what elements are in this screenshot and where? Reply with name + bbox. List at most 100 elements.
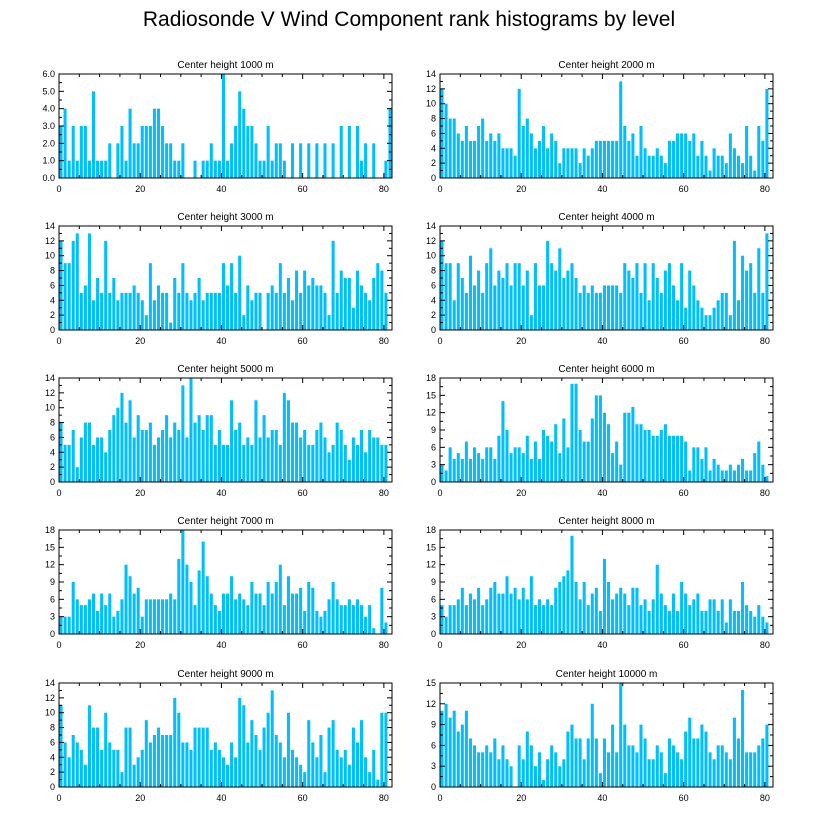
bar (274, 582, 278, 634)
bar (290, 593, 295, 634)
bar (124, 292, 128, 330)
bar (761, 464, 765, 482)
y-tick-label: 0 (50, 325, 55, 335)
bar (468, 255, 472, 330)
bar (680, 759, 684, 787)
bar (582, 759, 586, 787)
bar (104, 240, 108, 330)
y-tick-label: 10 (426, 99, 436, 109)
bar (468, 593, 472, 634)
bar (339, 757, 343, 787)
bar (651, 435, 655, 482)
bar (75, 467, 79, 482)
bar (684, 593, 688, 634)
bar (128, 400, 132, 482)
y-tick-label: 3 (431, 460, 436, 470)
bar (234, 430, 238, 482)
bar (290, 300, 295, 330)
bar (655, 435, 659, 482)
bar (745, 470, 749, 482)
bar (234, 126, 238, 178)
bar (485, 745, 489, 787)
bar (696, 738, 700, 787)
bar (120, 126, 124, 178)
bar (315, 430, 319, 482)
bar (335, 749, 339, 787)
bar (290, 422, 295, 482)
bar (631, 406, 635, 482)
bar (501, 745, 505, 787)
x-tick-label: 20 (516, 184, 526, 194)
bar (655, 278, 659, 330)
bar (724, 470, 728, 482)
bar (299, 143, 303, 178)
bar (460, 587, 464, 634)
x-tick-label: 60 (298, 336, 308, 346)
bar (230, 742, 234, 787)
bar (736, 738, 741, 787)
bar (594, 140, 598, 178)
bar (286, 400, 290, 482)
bar (67, 263, 71, 330)
bar (651, 599, 655, 634)
bar (201, 727, 205, 787)
bar (165, 735, 169, 787)
bar (169, 322, 173, 330)
bar (696, 593, 700, 634)
bar (87, 599, 91, 634)
bar (136, 292, 140, 330)
bar (132, 437, 136, 482)
bar (108, 292, 112, 330)
bar (720, 292, 724, 330)
histogram-panel-7: Center height 7000 m 0 3 6 9 12 15 18 0 20 40 60 80 (45, 516, 393, 650)
bar (132, 285, 136, 330)
bar (380, 712, 384, 787)
bar (741, 582, 745, 634)
bar (513, 155, 517, 178)
bar (558, 248, 562, 330)
bar (521, 453, 525, 482)
bar (546, 599, 550, 634)
bar (529, 576, 533, 634)
bar (448, 447, 452, 482)
bar (372, 437, 376, 482)
x-tick-label: 40 (216, 336, 226, 346)
bar (627, 745, 631, 787)
bar (278, 444, 282, 482)
bar (331, 143, 335, 178)
bar (177, 430, 181, 482)
bar (140, 126, 144, 178)
bar (501, 593, 505, 634)
bar (533, 766, 537, 787)
bar (152, 735, 156, 787)
bar (311, 742, 315, 787)
bar (542, 780, 546, 787)
bar (485, 447, 489, 482)
x-tick-label: 60 (298, 488, 308, 498)
bar (181, 263, 185, 330)
bar (376, 437, 380, 482)
bar (246, 605, 250, 634)
bar (708, 315, 712, 330)
bar (384, 712, 388, 787)
bar (193, 727, 197, 787)
bar (181, 385, 185, 482)
bar (546, 240, 550, 330)
bar (582, 441, 586, 482)
bar (193, 160, 197, 178)
bar (177, 292, 181, 330)
bar (598, 292, 602, 330)
x-tick-label: 80 (379, 488, 389, 498)
bar (761, 738, 765, 787)
bar (456, 453, 460, 482)
bar (246, 437, 250, 482)
bar (712, 458, 716, 482)
bar (380, 587, 384, 634)
y-tick-label: 6 (431, 594, 436, 604)
bar (716, 610, 720, 634)
bar (452, 458, 456, 482)
bar (736, 300, 741, 330)
bar (262, 727, 266, 787)
bar (619, 587, 623, 634)
bar (468, 140, 472, 178)
